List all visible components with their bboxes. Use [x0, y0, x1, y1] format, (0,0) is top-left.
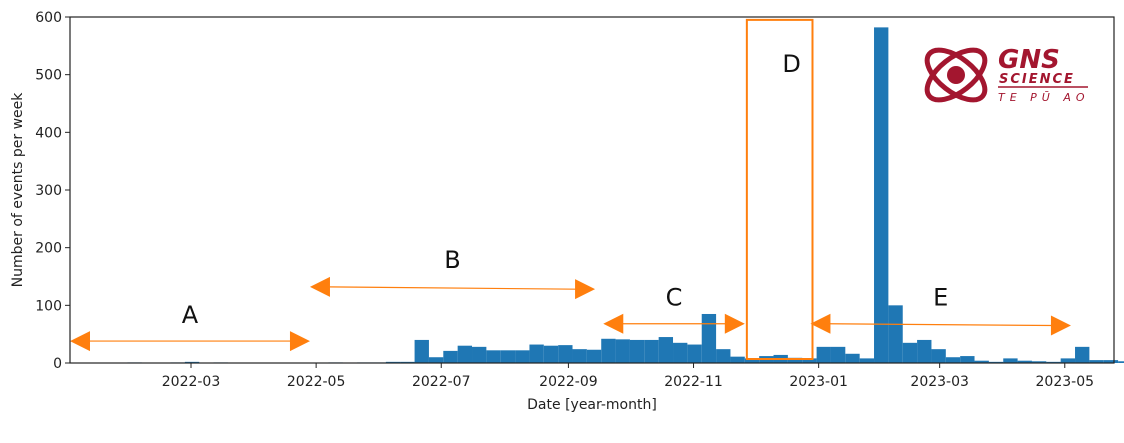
- region-label: C: [666, 284, 683, 312]
- bar: [1118, 361, 1124, 363]
- bar: [515, 350, 530, 363]
- bar: [586, 349, 602, 363]
- bar: [874, 27, 889, 363]
- region-box-d: [745, 18, 814, 361]
- region-arrow-line: [327, 286, 578, 290]
- region-label: D: [782, 50, 800, 78]
- x-tick-label: 2022-05: [287, 374, 346, 390]
- y-tick-label: 400: [35, 125, 62, 141]
- x-tick-label: 2023-05: [1036, 374, 1095, 390]
- bar: [428, 357, 444, 363]
- x-axis-title: Date [year-month]: [527, 397, 657, 413]
- bar: [543, 345, 559, 363]
- bar: [787, 357, 803, 363]
- bar: [1003, 358, 1018, 363]
- y-tick-label: 500: [35, 68, 62, 84]
- y-tick-label: 0: [53, 356, 62, 372]
- bar: [1075, 346, 1090, 363]
- x-tick-label: 2022-03: [162, 374, 221, 390]
- bar: [859, 358, 875, 363]
- bar: [830, 346, 846, 363]
- y-tick-label: 100: [35, 298, 62, 314]
- x-tick-label: 2023-01: [789, 374, 848, 390]
- bar: [486, 350, 501, 363]
- logo-tagline: TE PŪ AO: [998, 91, 1090, 104]
- y-tick-label: 300: [35, 183, 62, 199]
- bar: [673, 342, 688, 363]
- region-label: B: [444, 246, 460, 274]
- bars-group: [127, 27, 1124, 363]
- arrow-head-left: [603, 313, 624, 334]
- bar: [902, 342, 918, 363]
- bar: [529, 344, 544, 363]
- bar: [1060, 358, 1076, 363]
- bar: [701, 313, 717, 363]
- bar: [845, 353, 860, 363]
- region-arrow-line: [828, 323, 1053, 327]
- arrow-head-right: [575, 279, 596, 300]
- bar: [457, 345, 473, 363]
- y-axis: 0 100 200 300 400 500 600: [35, 10, 70, 372]
- bar: [1089, 360, 1104, 363]
- x-tick-label: 2022-09: [539, 374, 598, 390]
- x-axis: 2022-03 2022-05 2022-07 2022-09 2022-11 2023-…: [162, 363, 1094, 390]
- bar: [558, 345, 573, 363]
- bar: [730, 356, 745, 363]
- arrow-head-right: [1050, 315, 1071, 336]
- bar: [658, 337, 674, 363]
- bar: [888, 305, 903, 363]
- bar: [931, 349, 946, 363]
- arrow-head-left: [810, 313, 831, 334]
- bar: [443, 350, 458, 363]
- bar: [687, 344, 702, 363]
- bar: [960, 356, 975, 363]
- logo-name: GNS: [998, 45, 1060, 75]
- y-tick-label: 200: [35, 241, 62, 257]
- bar: [744, 358, 760, 363]
- region-label: A: [182, 301, 199, 329]
- y-tick-label: 600: [35, 10, 62, 26]
- bar: [414, 339, 429, 363]
- bar: [500, 350, 516, 363]
- bar: [572, 349, 587, 363]
- arrow-head-left: [70, 331, 90, 352]
- arrow-head-right: [289, 331, 310, 352]
- bar: [629, 339, 645, 363]
- arrow-head-right: [724, 313, 745, 334]
- bar: [472, 346, 487, 363]
- bar: [1031, 361, 1047, 363]
- bar: [945, 357, 961, 363]
- region-label: E: [933, 284, 948, 312]
- bar: [615, 339, 630, 363]
- bar: [802, 358, 817, 363]
- x-tick-label: 2022-11: [664, 374, 723, 390]
- bar: [917, 339, 932, 363]
- bar: [816, 346, 831, 363]
- bar: [644, 339, 659, 363]
- gns-atom-icon: [924, 47, 988, 103]
- bar: [974, 360, 989, 363]
- x-tick-label: 2023-03: [910, 374, 969, 390]
- bar: [716, 349, 731, 363]
- bar: [601, 338, 616, 363]
- x-tick-label: 2022-07: [412, 374, 471, 390]
- gns-science-logo: GNS SCIENCE TE PŪ AO: [924, 45, 1090, 104]
- y-axis-title: Number of events per week: [10, 92, 26, 288]
- bar: [1017, 360, 1032, 363]
- arrow-head-left: [309, 276, 330, 297]
- bar: [1103, 360, 1119, 363]
- annotations-group: A B C E D: [70, 18, 1071, 361]
- logo-sub: SCIENCE: [999, 72, 1075, 87]
